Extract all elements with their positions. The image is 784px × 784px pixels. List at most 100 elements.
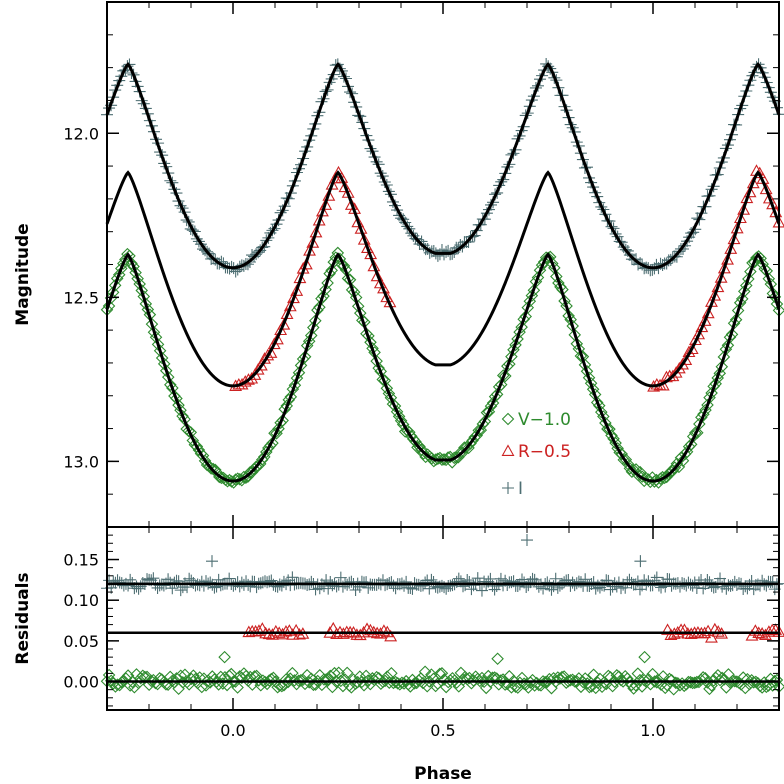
residual-point [420,679,434,693]
data-point [241,470,255,483]
data-point [384,391,398,405]
residual-points [100,534,784,696]
residual-point [338,673,352,686]
data-point [705,386,718,400]
model-curve-2 [105,252,781,483]
residual-point [319,673,333,686]
data-point [372,361,385,375]
residual-point [305,575,318,588]
data-point [172,398,185,412]
data-point [174,403,187,417]
data-point [398,425,412,438]
data-point [304,329,318,342]
residual-point [585,680,598,693]
data-point [392,410,406,423]
data-point [484,399,498,413]
data-point [166,381,179,395]
residual-point [172,682,185,696]
legend-marker [501,444,515,456]
data-point [766,287,780,300]
data-point [325,264,338,277]
data-point [558,294,571,308]
bottom-panel: 0.00 0.05 0.10 0.15 0.0 0.5 1.0 Residuals Phas… [13,526,784,784]
data-point [411,441,424,454]
data-point [139,297,153,311]
data-point [762,191,776,204]
residual-point [498,678,512,691]
residual-outlier [218,650,231,664]
residual-point [363,623,377,636]
residual-point [511,580,524,593]
residual-point [429,679,442,693]
residual-point [326,680,339,694]
data-point [770,297,784,311]
data-point [725,328,739,341]
residual-point [663,672,676,686]
data-point [249,460,263,474]
residual-point [698,671,712,685]
data-point [607,432,620,445]
data-point [338,180,352,193]
data-point [499,369,512,383]
residual-point [435,667,449,680]
residual-point [332,666,346,680]
data-point [328,171,342,184]
residual-point [545,681,558,695]
residual-point [648,675,661,688]
residual-point [770,673,784,687]
data-point [701,398,714,412]
model-curve-1 [105,170,781,388]
residual-point [293,627,306,640]
data-point [697,408,710,421]
data-point [590,396,604,409]
data-point [609,436,622,450]
data-point [742,272,755,286]
residual-point [741,672,754,686]
data-point [321,276,334,290]
data-point [266,436,279,450]
residual-point [606,679,619,693]
residual-point [231,681,244,694]
data-point [717,261,731,274]
data-point [151,338,165,351]
residual-point [748,624,762,636]
data-point [527,284,541,297]
data-point [325,177,339,190]
data-point [743,185,757,198]
data-point [186,434,200,447]
data-point [155,351,169,365]
data-point [131,272,144,285]
residual-point [368,673,381,687]
residual-reference-lines [107,582,779,683]
data-point [261,348,275,361]
residual-point [377,624,391,636]
data-point [108,279,122,292]
residual-point [658,681,672,695]
data-point [417,447,430,460]
residual-point [279,624,293,637]
residual-point [286,666,299,680]
data-point [711,280,725,293]
data-point [595,405,608,419]
residual-point [220,678,234,692]
top-axis-ticks: 12.0 12.5 13.0 [63,2,780,528]
residual-point [534,679,548,692]
residual-outlier [521,534,533,547]
data-point [178,412,191,426]
data-point [572,342,586,356]
residual-point [345,575,358,588]
residual-point [755,681,769,694]
data-point [327,255,341,269]
residual-point [384,629,398,642]
residual-point [541,576,554,589]
residual-point [199,679,213,692]
data-point [490,388,504,401]
data-point [367,259,381,272]
data-point [701,306,715,319]
residual-point [305,672,318,686]
residual-point [286,628,300,640]
data-point [405,430,418,443]
residual-point [321,673,335,686]
data-point [204,462,218,475]
data-point [611,442,624,455]
